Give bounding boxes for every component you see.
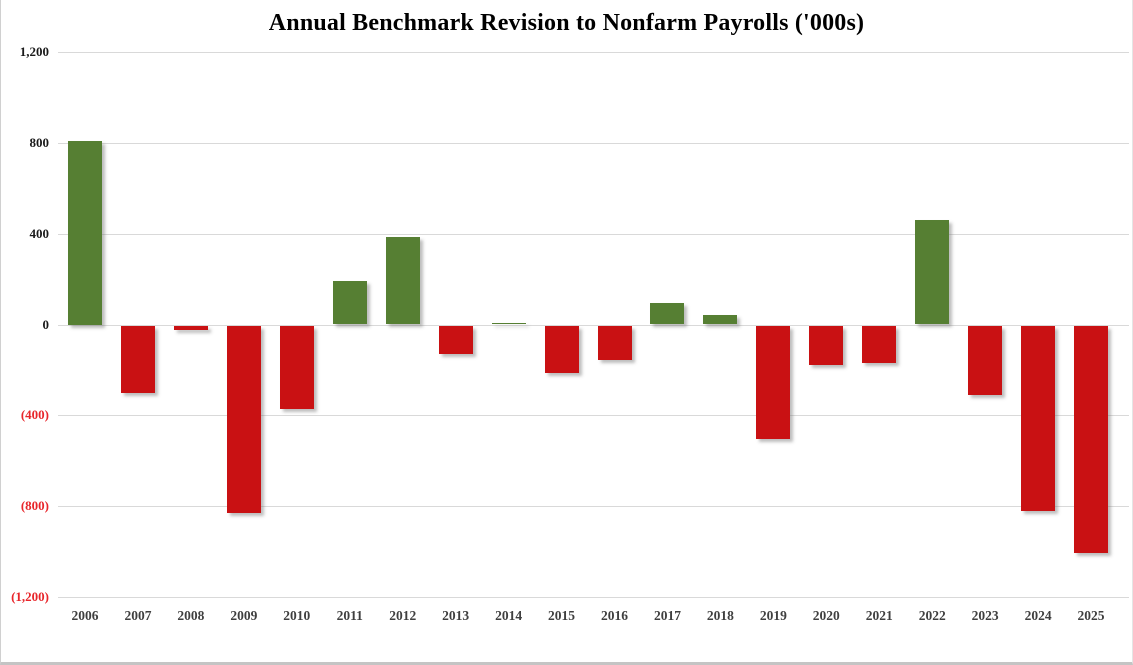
x-tick-label-2009: 2009 (230, 608, 258, 623)
bar-2010 (279, 325, 314, 409)
y-tick-label-800: 800 (29, 134, 50, 150)
x-tick-label-2008: 2008 (177, 608, 205, 623)
bar-2019 (756, 325, 791, 440)
y-tick-label-0: 0 (42, 316, 50, 332)
bar-2022 (915, 219, 950, 325)
gridline-800 (58, 142, 1129, 144)
y-tick-label--1200: (1,200) (11, 589, 49, 604)
bar-2024 (1021, 325, 1056, 512)
bar-2009 (226, 325, 261, 513)
x-tick-label-2006: 2006 (71, 608, 99, 623)
x-tick-label-2013: 2013 (442, 608, 470, 623)
bar-2011 (332, 280, 367, 325)
bar-2017 (650, 302, 685, 325)
y-tick-label--800: (800) (20, 498, 49, 514)
gridline--1200 (58, 597, 1129, 598)
bar-2015 (544, 325, 579, 373)
x-tick-label-2017: 2017 (653, 608, 681, 623)
x-tick-label-2014: 2014 (495, 608, 523, 623)
x-tick-label-2020: 2020 (812, 608, 840, 623)
x-tick-label-2011: 2011 (336, 608, 363, 623)
gridline-0 (58, 324, 1129, 326)
y-tick-label--400: (400) (20, 407, 49, 423)
bar-2012 (385, 236, 420, 325)
x-tick-label-2022: 2022 (918, 608, 946, 623)
bar-2013 (438, 325, 473, 354)
bar-2021 (862, 325, 897, 364)
bar-2007 (120, 325, 155, 393)
x-tick-label-2015: 2015 (548, 608, 576, 623)
x-tick-label-2018: 2018 (706, 608, 734, 623)
x-tick-label-2024: 2024 (1024, 608, 1052, 623)
y-tick-label-400: 400 (29, 225, 50, 241)
bar-2020 (809, 325, 844, 365)
gridline--800 (58, 506, 1129, 508)
x-tick-label-2025: 2025 (1077, 608, 1105, 623)
x-tick-label-2016: 2016 (601, 608, 628, 623)
bar-2018 (703, 314, 738, 325)
x-tick-label-2019: 2019 (759, 608, 787, 623)
gridline-1200 (58, 52, 1129, 53)
gridline--400 (58, 415, 1129, 417)
bar-2008 (173, 325, 208, 331)
chart-title: Annual Benchmark Revision to Nonfarm Pay… (268, 10, 865, 36)
x-tick-label-2010: 2010 (283, 608, 311, 623)
bar-2014 (491, 322, 526, 325)
bar-2016 (597, 325, 632, 360)
x-tick-label-2021: 2021 (865, 608, 893, 623)
gridline-400 (58, 233, 1129, 235)
bar-2023 (968, 325, 1003, 395)
bar-2006 (68, 140, 102, 325)
x-tick-label-2012: 2012 (389, 608, 417, 623)
plot-area (58, 52, 1129, 598)
y-tick-label-1200: 1,200 (19, 44, 49, 59)
x-tick-label-2007: 2007 (124, 608, 152, 623)
x-tick-label-2023: 2023 (971, 608, 999, 623)
bar-2025 (1074, 325, 1109, 553)
